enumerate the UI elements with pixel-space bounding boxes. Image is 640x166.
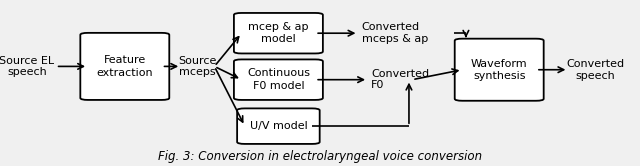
- Text: Source
mceps: Source mceps: [178, 56, 216, 77]
- Text: Feature
extraction: Feature extraction: [97, 55, 153, 78]
- Text: Converted
F0: Converted F0: [371, 69, 429, 90]
- Text: U/V model: U/V model: [250, 121, 307, 131]
- FancyBboxPatch shape: [234, 13, 323, 53]
- Text: Fig. 3: Conversion in electrolaryngeal voice conversion: Fig. 3: Conversion in electrolaryngeal v…: [158, 150, 482, 163]
- FancyBboxPatch shape: [234, 59, 323, 100]
- Text: Converted
mceps & ap: Converted mceps & ap: [362, 22, 428, 44]
- Text: Source EL
speech: Source EL speech: [0, 56, 54, 77]
- Text: Waveform
synthesis: Waveform synthesis: [471, 59, 527, 81]
- FancyBboxPatch shape: [81, 33, 169, 100]
- Text: Converted
speech: Converted speech: [566, 59, 624, 81]
- FancyBboxPatch shape: [455, 39, 544, 101]
- FancyBboxPatch shape: [237, 108, 320, 144]
- Text: mcep & ap
model: mcep & ap model: [248, 22, 308, 44]
- Text: Continuous
F0 model: Continuous F0 model: [247, 69, 310, 91]
